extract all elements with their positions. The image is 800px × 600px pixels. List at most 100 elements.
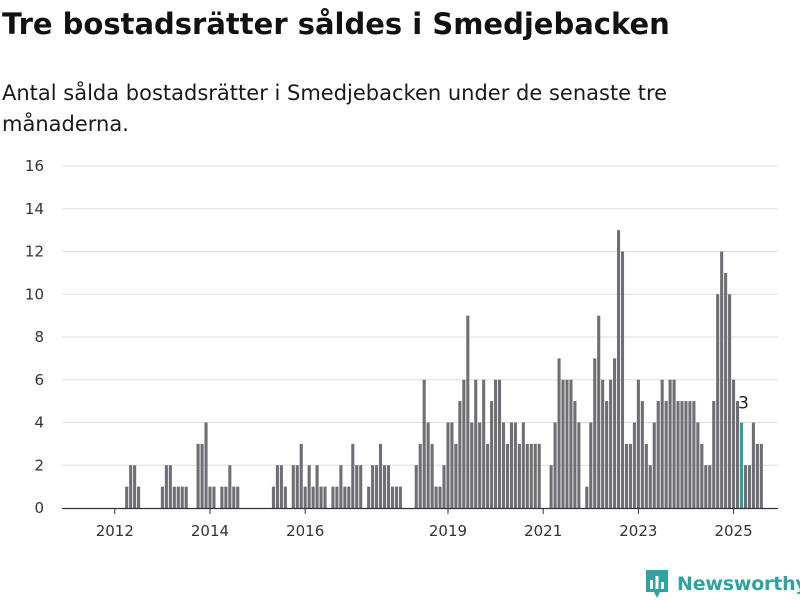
bar [704, 465, 708, 508]
bar [553, 422, 557, 508]
bar [676, 401, 680, 509]
bar [501, 422, 506, 508]
bar [295, 465, 299, 508]
bar [517, 443, 521, 509]
bar [589, 422, 593, 508]
bar [747, 465, 751, 508]
bar [220, 486, 224, 509]
bar [700, 443, 704, 509]
bar [565, 379, 569, 508]
bar [724, 272, 728, 509]
bar [609, 379, 613, 508]
y-tick-label: 0 [34, 499, 44, 517]
bar [208, 486, 212, 509]
y-tick-label: 16 [25, 157, 44, 175]
bar [573, 401, 577, 509]
bar [648, 465, 652, 508]
bar [414, 465, 418, 508]
bar [323, 486, 327, 509]
bar [200, 443, 204, 509]
bar [228, 465, 232, 508]
bar [640, 401, 644, 509]
bar [331, 486, 335, 509]
bar [458, 401, 462, 509]
bar [759, 443, 763, 509]
bar [561, 379, 565, 508]
bar [275, 465, 279, 508]
bar [533, 443, 537, 509]
bar [398, 486, 402, 509]
bar [664, 401, 668, 509]
bar [751, 422, 755, 508]
bar [509, 422, 513, 508]
y-tick-label: 8 [34, 328, 44, 346]
bar [359, 465, 363, 508]
brand-name: Newsworthy [677, 573, 800, 595]
bar [371, 465, 375, 508]
bar [482, 379, 486, 508]
bar [172, 486, 176, 509]
x-axis: 2012 2014 2016 2019 2021 2023 2025 [62, 507, 778, 540]
x-tick-label: 2023 [619, 522, 657, 540]
x-tick-label: 2012 [96, 522, 134, 540]
bar [728, 294, 732, 508]
bar [129, 465, 133, 508]
y-tick-label: 6 [34, 371, 44, 389]
bar [224, 486, 228, 509]
bar [732, 379, 736, 508]
bar [164, 465, 168, 508]
bars [125, 230, 763, 509]
bar [735, 401, 740, 509]
y-axis: 0 2 4 6 8 10 12 14 16 [25, 157, 44, 517]
bar [291, 465, 295, 508]
bar [180, 486, 184, 509]
bar [521, 422, 525, 508]
bar [446, 422, 450, 508]
bar [525, 443, 529, 509]
bar [692, 401, 696, 509]
bar [454, 443, 458, 509]
bar [430, 443, 434, 509]
bar [394, 486, 398, 509]
bar [382, 465, 387, 508]
bar [283, 486, 287, 509]
y-tick-label: 2 [34, 456, 44, 474]
bar [137, 486, 141, 509]
bar [601, 379, 605, 508]
bar [660, 379, 664, 508]
y-tick-label: 10 [25, 285, 44, 303]
bar [668, 379, 672, 508]
bar [585, 486, 589, 509]
bar [426, 422, 430, 508]
grid-lines [62, 165, 778, 466]
bar [133, 465, 137, 508]
bar [450, 422, 454, 508]
bar [204, 422, 208, 508]
bar [708, 465, 712, 508]
bar [386, 465, 391, 508]
bar [474, 379, 478, 508]
bar [498, 379, 502, 508]
bar [279, 465, 283, 508]
bar [307, 465, 311, 508]
bar [315, 465, 319, 508]
bar [616, 230, 621, 509]
bar [160, 486, 164, 509]
bar [422, 379, 426, 508]
bar [505, 443, 510, 509]
bar [632, 422, 636, 508]
y-tick-label: 14 [25, 200, 44, 218]
bar [720, 251, 724, 508]
y-tick-label: 4 [34, 414, 44, 432]
bar [299, 443, 303, 509]
bar [513, 422, 517, 508]
chart-subtitle: Antal sålda bostadsrätter i Smedjebacken… [2, 81, 668, 136]
bar [593, 358, 597, 509]
bar [620, 251, 625, 508]
brand-logo: Newsworthy [644, 568, 800, 600]
bar [168, 465, 172, 508]
bar [470, 422, 474, 508]
bar [605, 401, 609, 509]
bar [418, 443, 422, 509]
